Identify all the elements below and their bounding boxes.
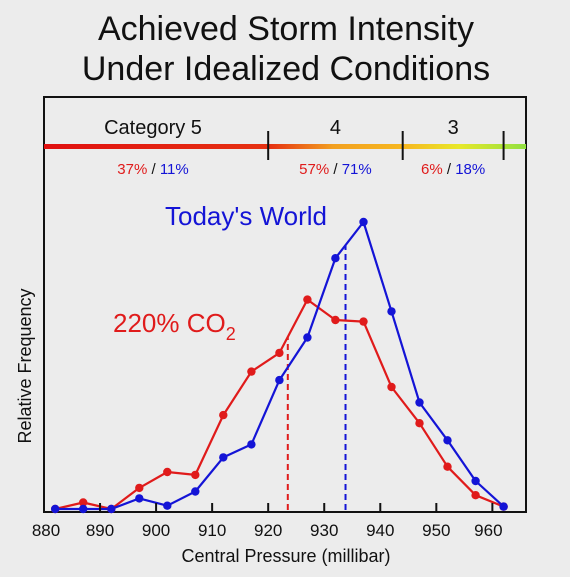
data-point-today-7	[247, 440, 256, 449]
data-point-today-4	[163, 501, 172, 510]
data-point-co2-6	[219, 410, 228, 420]
category-percent-co2-2: 6%	[421, 161, 443, 178]
data-point-co2-5	[191, 470, 200, 480]
data-point-co2-1	[79, 498, 88, 507]
data-point-today-0	[51, 504, 60, 514]
data-point-co2-15	[471, 491, 480, 500]
x-tick-label-900: 900	[142, 521, 170, 540]
series-line-today	[55, 220, 505, 511]
category-percent-today-2: 18%	[455, 161, 485, 178]
data-point-today-1	[79, 504, 88, 514]
x-axis-title: Central Pressure (millibar)	[181, 546, 390, 566]
category-label-1: 4	[330, 117, 341, 139]
data-point-today-6	[219, 453, 228, 462]
category-label-2: 3	[448, 117, 459, 139]
data-point-co2-10	[331, 315, 340, 325]
x-tick-label-890: 890	[86, 521, 114, 540]
data-point-today-12	[387, 307, 396, 316]
data-point-today-5	[191, 487, 200, 496]
x-tick-label-920: 920	[254, 521, 282, 540]
plot-frame	[43, 96, 527, 513]
category-percent-0: 37% / 11%	[117, 161, 188, 178]
category-percent-2: 6% / 18%	[421, 161, 485, 178]
data-point-today-11	[359, 217, 368, 227]
x-tick-label-880: 880	[32, 521, 60, 540]
data-point-today-16	[499, 502, 508, 511]
category-percent-today-0: 11%	[160, 161, 189, 178]
x-tick-label-930: 930	[310, 521, 338, 540]
data-point-co2-3	[135, 483, 144, 493]
series-label-co2-subscript: 2	[226, 324, 236, 344]
x-axis: 880 890 900 910 920 930 940 950 960	[32, 503, 503, 540]
data-point-co2-11	[359, 317, 368, 326]
data-point-today-14	[443, 436, 452, 445]
x-tick-label-910: 910	[198, 521, 226, 540]
x-tick-label-950: 950	[422, 521, 450, 540]
chart-title-line-1: Achieved Storm Intensity	[98, 10, 474, 48]
data-point-co2-7	[247, 367, 256, 376]
category-percent-separator-0: /	[147, 161, 160, 178]
series-label-today: Today's World	[165, 201, 327, 231]
data-point-co2-12	[387, 382, 396, 392]
data-point-today-2	[107, 504, 116, 514]
data-point-today-3	[135, 494, 144, 503]
data-point-co2-9	[303, 295, 312, 304]
series-lines	[54, 220, 505, 511]
data-point-co2-14	[443, 462, 452, 471]
category-percent-separator-2: /	[443, 161, 456, 178]
mean-lines	[286, 245, 347, 510]
data-point-today-13	[415, 398, 424, 407]
data-point-co2-4	[163, 467, 172, 477]
series-points	[51, 217, 508, 514]
category-percent-today-1: 71%	[342, 161, 372, 178]
data-point-co2-8	[275, 348, 284, 358]
category-label-0: Category 5	[104, 117, 202, 139]
category-percent-1: 57% / 71%	[299, 161, 372, 178]
series-label-co2: 220% CO2	[113, 308, 236, 344]
data-point-today-10	[331, 254, 340, 263]
category-percent-separator-1: /	[329, 161, 342, 178]
data-point-co2-13	[415, 419, 424, 428]
y-axis-title: Relative Frequency	[15, 288, 35, 443]
category-annotations: Category 5 37% / 11% 4 57% / 71% 3 6% / 18%	[104, 117, 505, 178]
x-tick-label-960: 960	[474, 521, 502, 540]
category-percent-co2-0: 37%	[117, 161, 147, 178]
x-tick-label-940: 940	[366, 521, 394, 540]
category-percent-co2-1: 57%	[299, 161, 329, 178]
chart-title-line-2: Under Idealized Conditions	[82, 50, 490, 88]
data-point-today-8	[275, 375, 284, 385]
data-point-today-9	[303, 333, 312, 342]
series-label-co2-main: 220% CO	[113, 308, 226, 338]
category-color-bar	[44, 144, 526, 149]
data-point-today-15	[471, 476, 480, 486]
